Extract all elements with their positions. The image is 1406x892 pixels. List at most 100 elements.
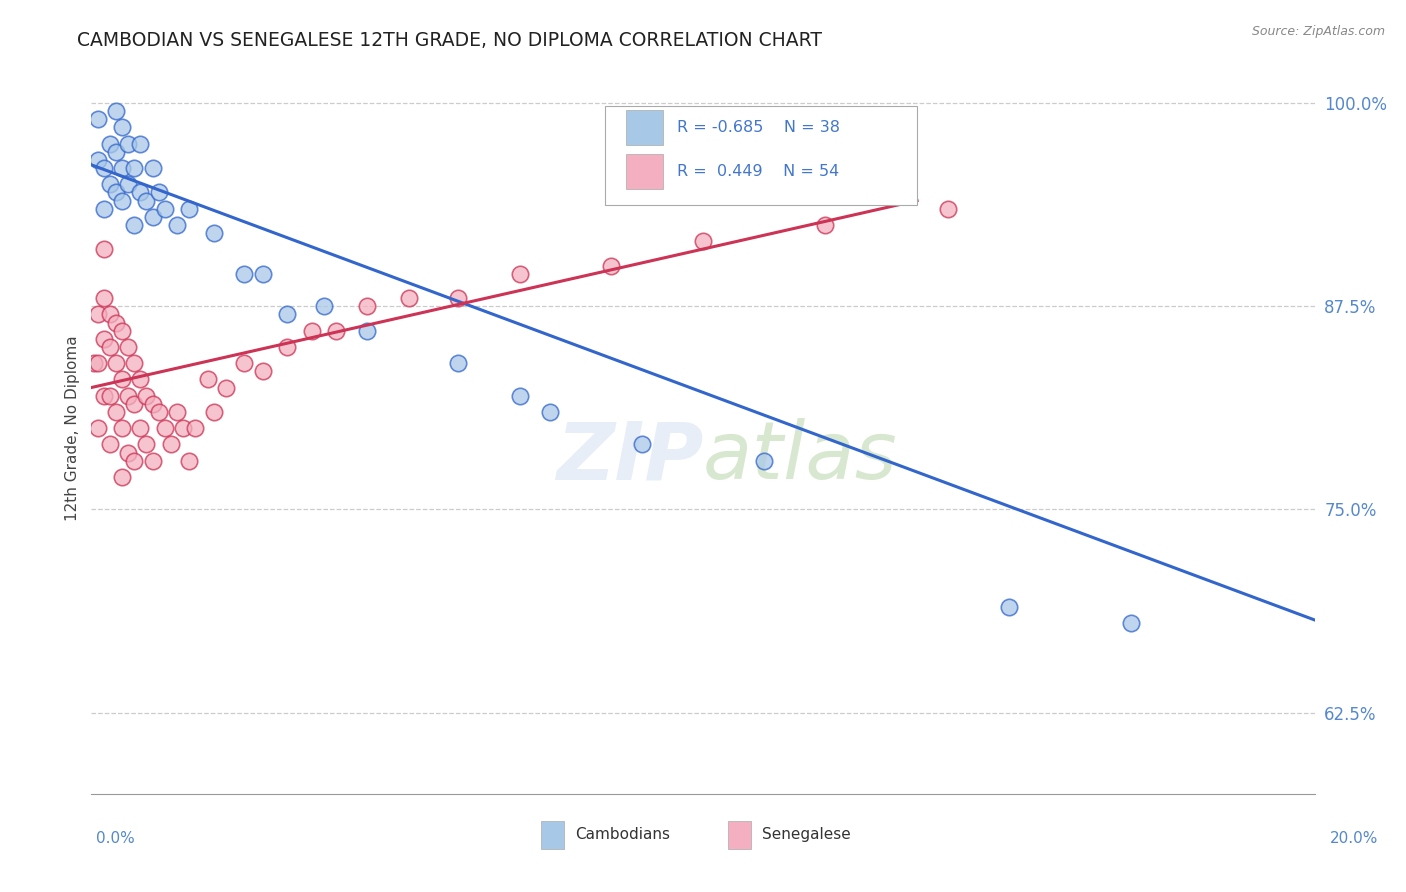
Text: ZIP: ZIP <box>555 418 703 497</box>
Point <box>86 421 108 435</box>
Point <box>148 405 170 419</box>
Point <box>754 453 776 467</box>
Text: R = -0.685    N = 38: R = -0.685 N = 38 <box>678 120 841 135</box>
Point <box>153 421 176 435</box>
Point <box>141 210 163 224</box>
Point <box>86 307 108 321</box>
Point <box>398 291 420 305</box>
Point <box>111 324 134 338</box>
Point <box>447 291 470 305</box>
Point <box>98 136 121 151</box>
Point <box>129 421 152 435</box>
Text: Cambodians: Cambodians <box>575 828 671 842</box>
Point <box>122 453 145 467</box>
Point <box>111 470 134 484</box>
Point <box>233 356 256 370</box>
Point <box>122 161 145 175</box>
FancyBboxPatch shape <box>605 106 917 205</box>
Point <box>179 202 201 216</box>
Point <box>356 324 378 338</box>
Text: Source: ZipAtlas.com: Source: ZipAtlas.com <box>1251 25 1385 38</box>
Point <box>148 186 170 200</box>
Point <box>129 372 152 386</box>
Point <box>122 218 145 232</box>
Point <box>135 194 157 208</box>
Text: R =  0.449    N = 54: R = 0.449 N = 54 <box>678 163 839 178</box>
Point <box>122 356 145 370</box>
Point <box>104 316 127 330</box>
Point <box>93 161 115 175</box>
Point <box>141 453 163 467</box>
Point <box>129 186 152 200</box>
Point <box>111 120 134 135</box>
Point <box>111 372 134 386</box>
Point <box>252 364 274 378</box>
Point <box>117 389 139 403</box>
Point <box>141 161 163 175</box>
Point <box>509 389 531 403</box>
Point <box>252 267 274 281</box>
Point <box>356 299 378 313</box>
Point <box>179 453 201 467</box>
Point <box>160 437 183 451</box>
Text: CAMBODIAN VS SENEGALESE 12TH GRADE, NO DIPLOMA CORRELATION CHART: CAMBODIAN VS SENEGALESE 12TH GRADE, NO D… <box>77 31 823 50</box>
Point <box>93 243 115 257</box>
Point <box>86 112 108 127</box>
Point <box>117 445 139 459</box>
Point <box>692 234 714 248</box>
Point <box>117 340 139 354</box>
Point <box>172 421 194 435</box>
Point <box>117 178 139 192</box>
Point <box>93 202 115 216</box>
Point <box>111 194 134 208</box>
Point <box>276 307 298 321</box>
Point <box>83 356 105 370</box>
Point <box>93 389 115 403</box>
Point <box>202 405 225 419</box>
Point <box>135 389 157 403</box>
Point <box>135 437 157 451</box>
Point <box>1121 616 1143 631</box>
Point <box>86 356 108 370</box>
Point <box>98 389 121 403</box>
Point <box>233 267 256 281</box>
Point <box>153 202 176 216</box>
Point <box>184 421 207 435</box>
Text: 0.0%: 0.0% <box>96 831 135 847</box>
Point <box>936 202 959 216</box>
Point <box>141 397 163 411</box>
Text: Senegalese: Senegalese <box>762 828 851 842</box>
Text: atlas: atlas <box>703 418 898 497</box>
Point <box>202 226 225 240</box>
Point <box>93 332 115 346</box>
Point <box>104 405 127 419</box>
Point <box>197 372 219 386</box>
Point <box>98 178 121 192</box>
Point <box>122 397 145 411</box>
Point <box>93 291 115 305</box>
Point <box>104 356 127 370</box>
Point <box>276 340 298 354</box>
Point <box>98 307 121 321</box>
Point <box>86 153 108 167</box>
Point <box>215 380 238 394</box>
Point <box>104 104 127 119</box>
Point <box>104 186 127 200</box>
Point <box>814 218 837 232</box>
Point <box>117 136 139 151</box>
Point <box>301 324 323 338</box>
Point <box>129 136 152 151</box>
Point <box>111 421 134 435</box>
Point <box>166 405 188 419</box>
Point <box>998 599 1021 614</box>
Point <box>600 259 623 273</box>
Point <box>98 437 121 451</box>
Point <box>325 324 347 338</box>
Point <box>104 145 127 159</box>
Bar <box>626 110 662 145</box>
Point <box>509 267 531 281</box>
Point <box>166 218 188 232</box>
Point <box>111 161 134 175</box>
Point <box>538 405 561 419</box>
Point <box>447 356 470 370</box>
